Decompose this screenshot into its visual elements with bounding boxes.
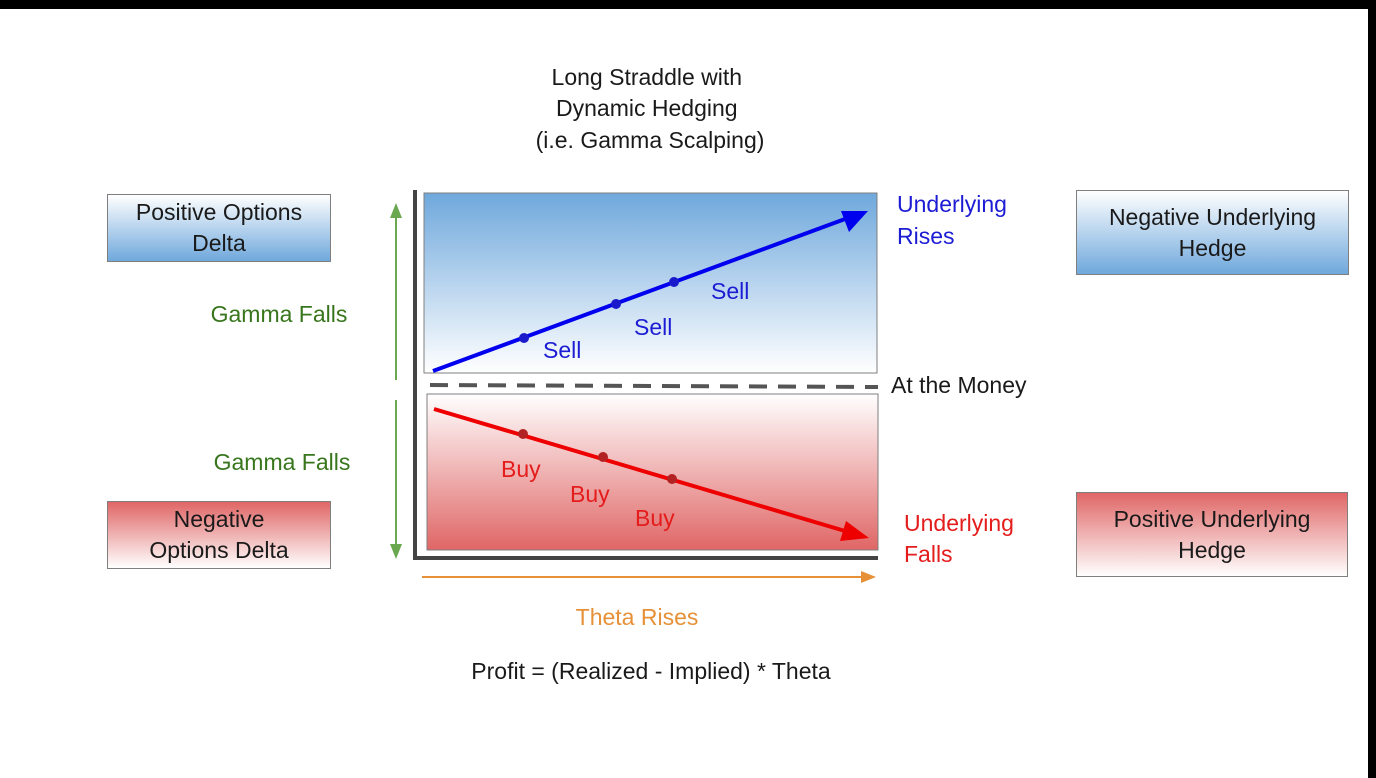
box-line: Delta <box>192 230 246 256</box>
rise-region <box>423 192 878 374</box>
sell-point-1 <box>519 333 529 343</box>
title-line-3: (i.e. Gamma Scalping) <box>536 127 765 153</box>
right-window-bar <box>1368 0 1376 778</box>
at-the-money-label: At the Money <box>891 372 1027 398</box>
box-line: Positive Underlying <box>1113 505 1311 532</box>
box-line: Positive Options <box>135 199 303 225</box>
buy-point-3 <box>667 474 677 484</box>
negative-options-delta-box: Negative Options Delta <box>107 501 331 569</box>
sell-label-3: Sell <box>711 278 749 304</box>
gamma-arrow-up-head <box>390 203 402 218</box>
positive-options-delta-box: Positive Options Delta <box>107 194 331 262</box>
buy-label-3: Buy <box>635 505 675 531</box>
buy-point-1 <box>518 429 528 439</box>
buy-point-2 <box>598 452 608 462</box>
box-line: Negative Underlying <box>1108 203 1317 230</box>
underlying-rises-line <box>432 217 846 373</box>
top-window-bar <box>0 0 1376 9</box>
sell-point-3 <box>669 277 679 287</box>
gamma-falls-bottom-label: Gamma Falls <box>214 449 351 475</box>
diagram-title: Long Straddle with Dynamic Hedging (i.e.… <box>536 64 765 153</box>
theta-rises-label: Theta Rises <box>576 604 699 630</box>
theta-arrow-head <box>861 571 876 583</box>
buy-label-1: Buy <box>501 456 541 482</box>
profit-formula: Profit = (Realized - Implied) * Theta <box>471 658 831 684</box>
gamma-arrow-down-head <box>390 544 402 559</box>
box-line: Options Delta <box>149 537 289 563</box>
at-the-money-line <box>429 383 879 389</box>
underlying-falls-line <box>433 407 846 533</box>
negative-underlying-hedge-box: Negative Underlying Hedge <box>1076 190 1349 275</box>
title-line-2: Dynamic Hedging <box>556 95 738 121</box>
gamma-falls-top-label: Gamma Falls <box>211 301 348 327</box>
underlying-falls-arrowhead <box>840 521 869 541</box>
title-line-1: Long Straddle with <box>552 64 743 90</box>
underlying-rises-label: Underlying Rises <box>897 191 1013 249</box>
sell-point-2 <box>611 299 621 309</box>
box-line: Hedge <box>1178 536 1246 563</box>
box-line: Hedge <box>1178 234 1247 261</box>
buy-label-2: Buy <box>570 481 610 507</box>
sell-label-2: Sell <box>634 314 672 340</box>
sell-label-1: Sell <box>543 337 581 363</box>
positive-underlying-hedge-box: Positive Underlying Hedge <box>1076 492 1348 577</box>
underlying-rises-arrowhead <box>841 211 868 232</box>
underlying-falls-label: Underlying Falls <box>904 510 1020 567</box>
box-line: Negative <box>173 506 265 532</box>
